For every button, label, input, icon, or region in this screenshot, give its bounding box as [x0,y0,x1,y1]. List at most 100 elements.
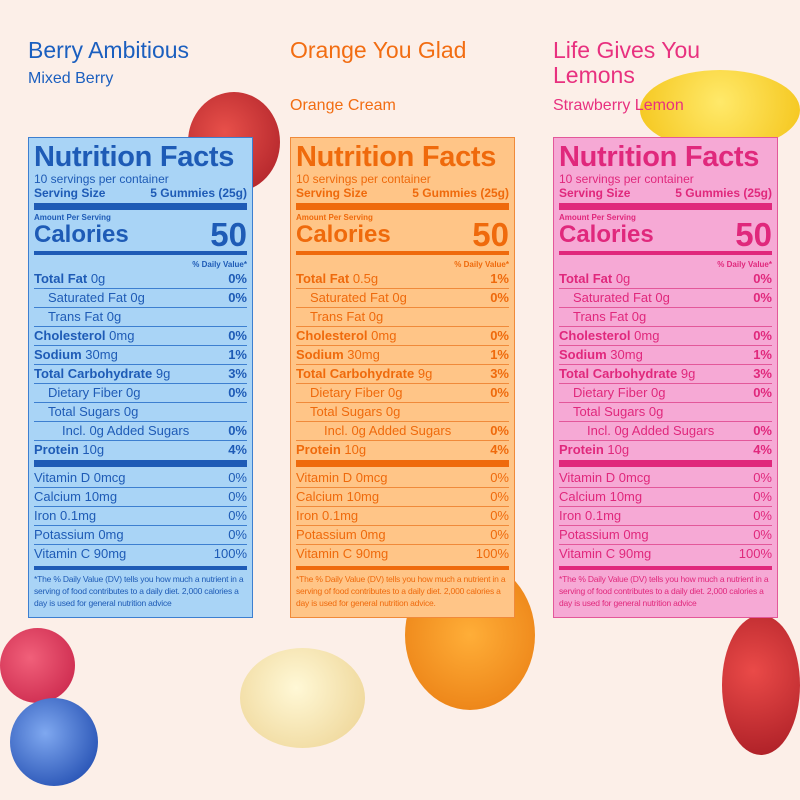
vitamin-label: Iron [559,508,582,523]
nutrient-row: Dietary Fiber 0g 0% [34,383,247,402]
nutrient-amount: 0g [106,309,122,324]
divider [34,566,247,570]
amount-label: Amount Per Serving [34,213,111,222]
daily-value: 0% [753,423,772,438]
nutrient-row: Dietary Fiber 0g 0% [296,383,509,402]
nutrient-row: Total Fat 0g 0% [34,270,247,288]
vitamin-amount: 0mcg [618,470,651,485]
daily-value: 1% [753,347,772,362]
divider [559,203,772,210]
daily-value: 0% [228,290,247,305]
vitamin: Iron 0.1mg [34,507,96,525]
vitamin-amount: 0mcg [93,470,126,485]
nutrient-amount: 0g [368,309,384,324]
nutrient-row: Cholesterol 0mg 0% [34,326,247,345]
nutrient-label: Total Carbohydrate [559,366,678,381]
servings: 10 servings per container [34,172,169,186]
vitamin-amount: 0.1mg [60,508,97,523]
nutrient-label: Sodium [296,347,344,362]
daily-value: 4% [490,442,509,457]
nutrient-row: Cholesterol 0mg 0% [559,326,772,345]
nutrient: Trans Fat 0g [559,308,646,326]
daily-value: 100% [475,546,509,561]
nutrient-row: Dietary Fiber 0g 0% [559,383,772,402]
nutrient-label: Total Fat [559,271,613,286]
serving-label: Serving Size [296,186,368,200]
nutrient-amount: 0g [126,385,141,400]
calories: Calories 50 [34,216,247,253]
daily-value: 0% [490,385,509,400]
nutrient: Total Carbohydrate 9g [559,365,695,383]
nutrient-label: Total Carbohydrate [296,366,415,381]
vitamin-row: Vitamin D 0mcg 0% [296,469,509,487]
nutrient-label: Sodium [559,347,607,362]
daily-value: 0% [228,271,247,286]
vitamin-label: Vitamin C [559,546,616,561]
nutrient-row: Total Fat 0g 0% [559,270,772,288]
calories-value: 50 [210,216,247,253]
daily-value: 0% [228,489,247,504]
nutrient-amount: 10g [82,442,105,457]
nutrient-row: Protein 10g 4% [559,440,772,459]
nutrient-label: Total Sugars [310,404,383,419]
nutrient-row: Incl. 0g Added Sugars 0% [559,421,772,440]
nutrient-amount: 0g [392,290,407,305]
nutrient-amount: 30mg [347,347,380,362]
nutrition-panel: Nutrition Facts 10 servings per container… [290,137,515,618]
nutrient-row: Trans Fat 0g [296,307,509,326]
nutrient-amount: 9g [155,366,171,381]
serving-value: 5 Gummies (25g) [150,186,247,200]
nutrient-row: Protein 10g 4% [34,440,247,459]
vitamin-amount: 0mg [98,527,124,542]
daily-value: 3% [753,366,772,381]
calories-value: 50 [735,216,772,253]
daily-value: 0% [228,527,247,542]
nutrient: Saturated Fat 0g [34,289,145,307]
divider [34,203,247,210]
vitamin-label: Potassium [296,527,357,542]
nutrient-amount: 9g [680,366,696,381]
nutrient-amount: 0g [123,404,139,419]
vitamin-amount: 90mg [93,546,127,561]
vitamin-amount: 10mg [84,489,118,504]
amount-label: Amount Per Serving [559,213,636,222]
dv-header: % Daily Value* [717,260,772,269]
daily-value: 0% [753,290,772,305]
nutrient-amount: 0g [385,404,401,419]
nutrient-amount: 0g [90,271,106,286]
nutrient: Saturated Fat 0g [559,289,670,307]
nutrient: Total Fat 0.5g [296,270,378,288]
strawberry [722,615,800,755]
product-name: Berry Ambitious [28,37,190,63]
nutrient: Total Fat 0g [34,270,105,288]
nutrition-panel: Nutrition Facts 10 servings per container… [28,137,253,618]
nutrient-amount: 0.5g [352,271,379,286]
nutrient-row: Trans Fat 0g [559,307,772,326]
vitamin-label: Vitamin C [296,546,353,561]
nutrient: Dietary Fiber 0g [296,384,403,402]
nutrient-row: Total Carbohydrate 9g 3% [559,364,772,383]
vitamin-label: Vitamin D [34,470,91,485]
nutrient-row: Saturated Fat 0g 0% [559,288,772,307]
nutrient-label: Saturated Fat [573,290,652,305]
vitamin-amount: 10mg [609,489,643,504]
daily-value: 1% [228,347,247,362]
nutrient: Total Fat 0g [559,270,630,288]
daily-value: 0% [753,385,772,400]
daily-value: 0% [490,423,509,438]
vitamin-row: Iron 0.1mg 0% [559,506,772,525]
daily-value: 0% [228,470,247,485]
serving-label: Serving Size [34,186,106,200]
nutrient-row: Trans Fat 0g [34,307,247,326]
vitamin-label: Vitamin C [34,546,91,561]
vitamin-label: Potassium [34,527,95,542]
lemon [640,70,800,150]
nutrient-row: Sodium 30mg 1% [559,345,772,364]
nutrient: Incl. 0g Added Sugars [296,422,451,440]
vitamin-row: Vitamin D 0mcg 0% [34,469,247,487]
daily-value: 1% [490,271,509,286]
nutrient-amount: 30mg [85,347,118,362]
vitamin-row: Vitamin D 0mcg 0% [559,469,772,487]
nutrient-label: Total Carbohydrate [34,366,153,381]
serving-value: 5 Gummies (25g) [412,186,509,200]
